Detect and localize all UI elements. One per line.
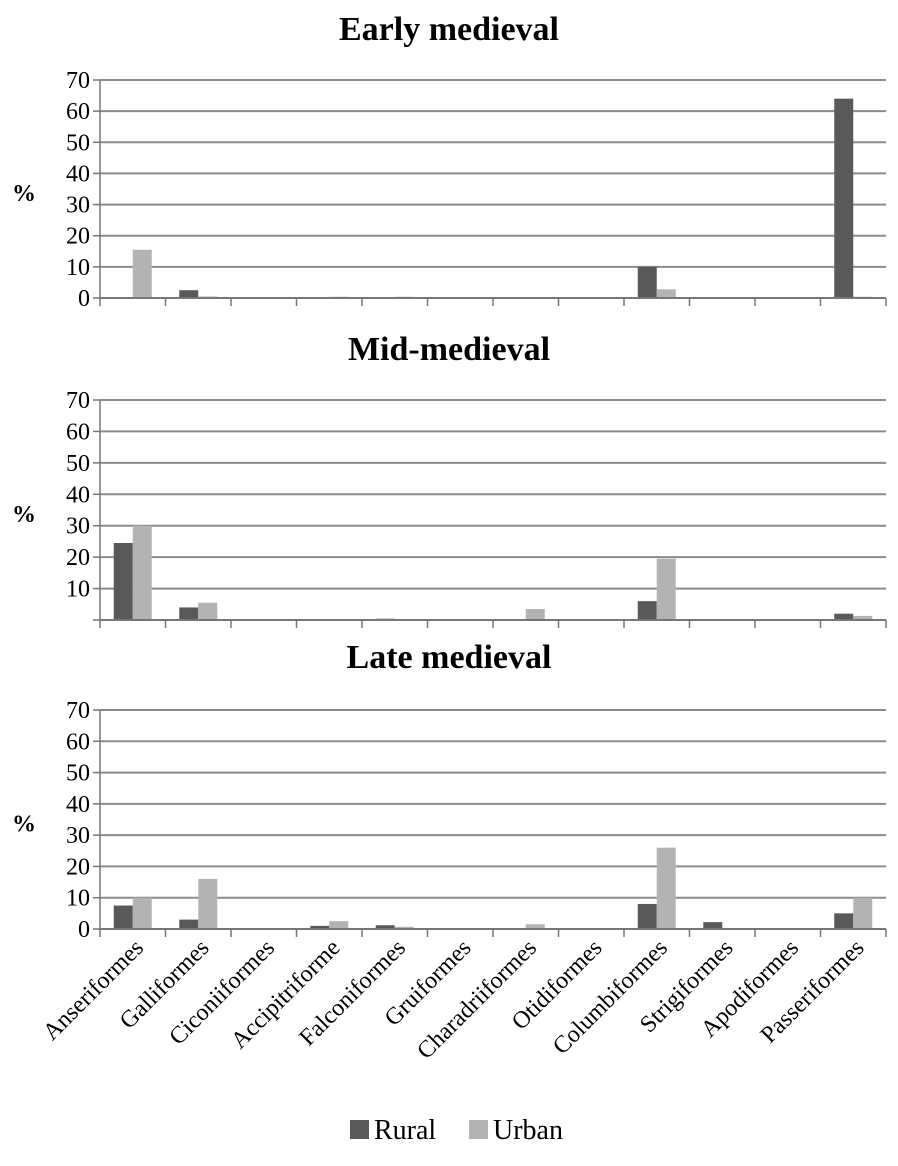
bar-rural-2-9	[637, 601, 657, 620]
y-tick-label: 20	[66, 854, 90, 880]
y-tick-label: 20	[66, 545, 90, 571]
y-tick-label: 60	[66, 99, 90, 125]
panel-title-2: Mid-medieval	[348, 331, 550, 368]
legend-swatch-urban	[469, 1120, 488, 1139]
y-tick-label: 20	[66, 224, 90, 250]
bar-rural-3-1	[113, 905, 133, 929]
bar-rural-1-9	[637, 266, 657, 298]
bar-rural-1-2	[179, 290, 199, 298]
y-tick-label: 50	[66, 761, 90, 787]
legend-label-rural: Rural	[374, 1115, 436, 1146]
legend-label-urban: Urban	[493, 1115, 563, 1146]
y-tick-label: 10	[66, 255, 90, 281]
y-tick-label: 10	[66, 577, 90, 603]
bar-rural-2-2	[179, 607, 199, 620]
y-axis-label: %	[12, 181, 36, 207]
y-tick-label: 40	[66, 792, 90, 818]
bar-urban-1-1	[132, 249, 152, 298]
bar-urban-2-1	[132, 525, 152, 620]
panel-title-3: Late medieval	[347, 639, 552, 676]
y-tick-label: 70	[66, 388, 90, 414]
y-tick-label: 10	[66, 886, 90, 912]
bar-urban-3-7	[525, 924, 545, 929]
bar-rural-1-12	[834, 98, 854, 298]
category-label-7: Charadriiformes	[412, 935, 542, 1065]
bar-urban-1-9	[656, 289, 676, 298]
legend-swatch-rural	[350, 1120, 369, 1139]
y-tick-label: 60	[66, 729, 90, 755]
y-tick-label: 40	[66, 482, 90, 508]
bar-urban-3-4	[329, 921, 349, 929]
bar-rural-3-12	[834, 913, 854, 929]
bar-urban-2-12	[853, 615, 873, 620]
bar-rural-3-2	[179, 919, 199, 929]
bar-rural-3-4	[310, 925, 330, 929]
y-axis-label: %	[12, 812, 36, 838]
bar-rural-2-1	[113, 543, 133, 620]
y-tick-label: 50	[66, 130, 90, 156]
y-tick-label: 0	[78, 286, 90, 312]
y-tick-label: 30	[66, 823, 90, 849]
bar-rural-3-10	[703, 922, 723, 929]
y-tick-label: 40	[66, 161, 90, 187]
panel-title-1: Early medieval	[339, 11, 559, 48]
bar-urban-3-9	[656, 847, 676, 929]
bar-urban-2-2	[198, 602, 218, 620]
bar-rural-3-5	[375, 925, 395, 929]
y-tick-label: 70	[66, 68, 90, 94]
y-tick-label: 0	[78, 917, 90, 943]
y-tick-label: 30	[66, 514, 90, 540]
bar-urban-3-5	[394, 926, 414, 929]
y-tick-label: 70	[66, 698, 90, 724]
bar-urban-3-1	[132, 897, 152, 929]
bar-urban-3-2	[198, 878, 218, 929]
bar-urban-2-7	[525, 609, 545, 620]
category-label-9: Columbiformes	[548, 935, 673, 1060]
bar-rural-2-12	[834, 613, 854, 620]
bar-urban-2-9	[656, 558, 676, 620]
y-tick-label: 30	[66, 193, 90, 219]
y-axis-label: %	[12, 502, 36, 528]
bar-urban-3-12	[853, 897, 873, 929]
bar-rural-3-9	[637, 903, 657, 929]
y-tick-label: 50	[66, 451, 90, 477]
y-tick-label: 60	[66, 419, 90, 445]
